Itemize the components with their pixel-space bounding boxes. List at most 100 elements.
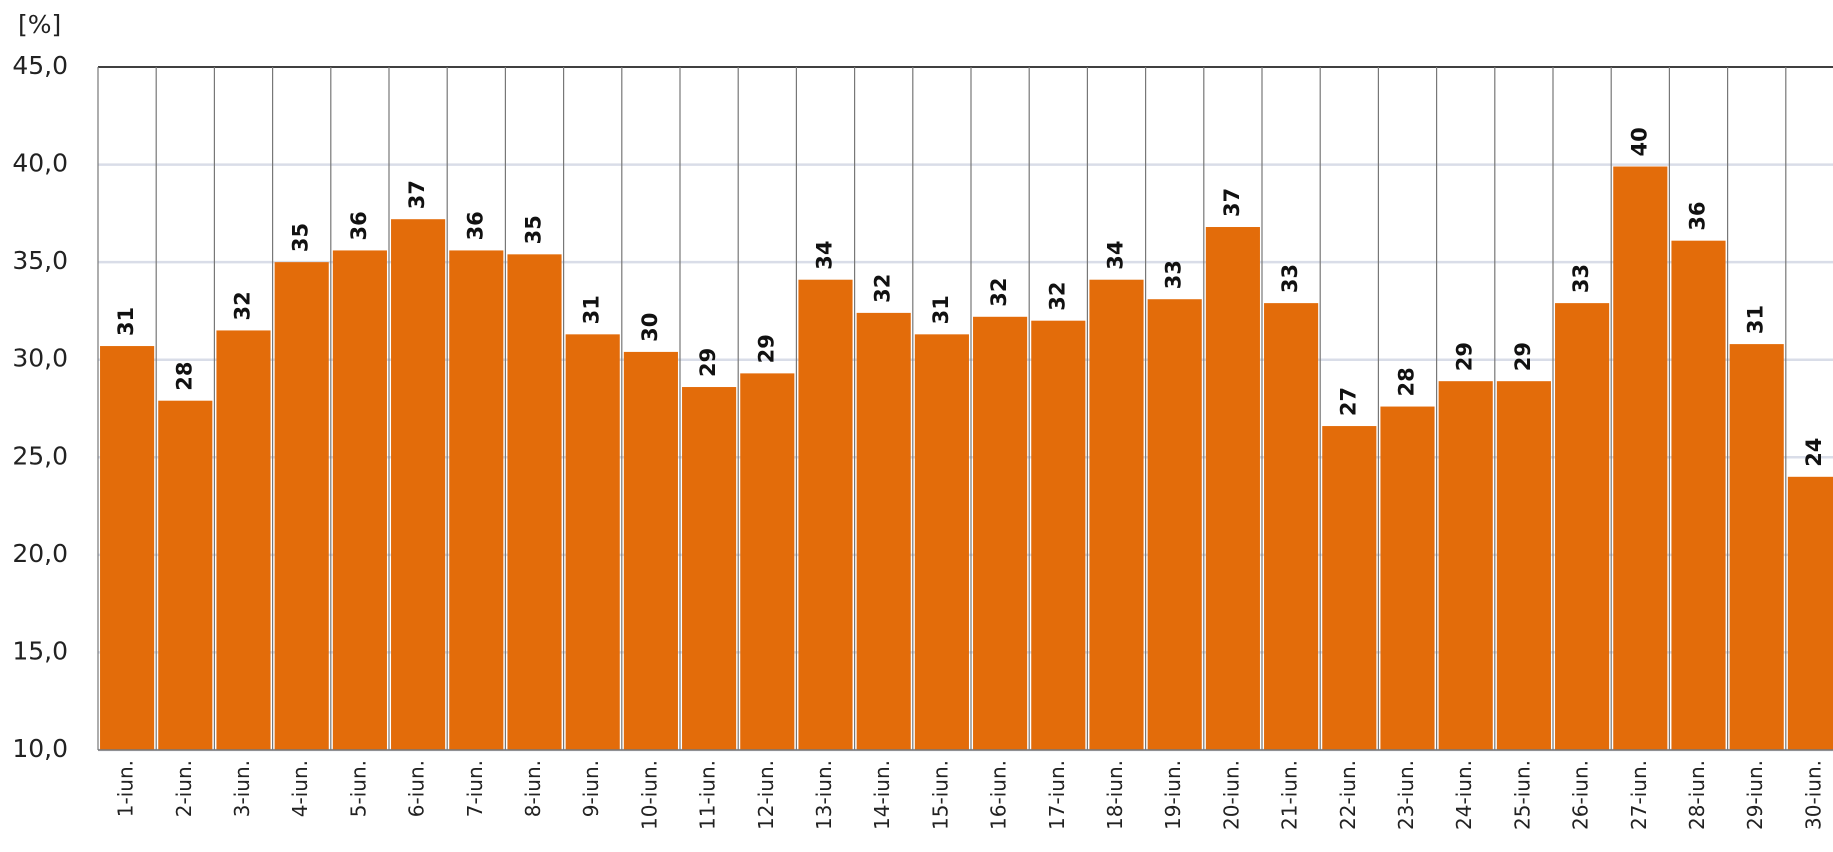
x-tick-label: 23-iun.: [1394, 760, 1418, 830]
value-label: 40: [1627, 127, 1651, 156]
x-tick-label: 5-iun.: [346, 760, 370, 817]
x-tick-label: 25-iun.: [1510, 760, 1534, 830]
y-tick-label: 40,0: [12, 149, 68, 178]
x-tick-label: 28-iun.: [1685, 760, 1709, 830]
value-label: 32: [871, 274, 895, 303]
x-tick-label: 1-iun.: [114, 760, 138, 817]
value-label: 34: [1104, 240, 1128, 269]
bar: [1322, 426, 1377, 750]
value-label: 33: [1162, 260, 1186, 289]
y-axis-label: [%]: [18, 10, 61, 39]
bar: [332, 250, 387, 751]
value-label: 29: [754, 334, 778, 363]
x-tick-label: 30-iun.: [1801, 760, 1825, 830]
bar: [1613, 166, 1668, 751]
x-tick-label: 14-iun.: [870, 760, 894, 830]
bar: [1264, 303, 1319, 750]
bar: [158, 400, 213, 750]
value-label: 32: [231, 291, 255, 320]
x-tick-label: 22-iun.: [1336, 760, 1360, 830]
bar: [973, 316, 1028, 750]
value-label: 31: [580, 295, 604, 324]
bar: [740, 373, 795, 750]
x-tick-label: 29-iun.: [1743, 760, 1767, 830]
x-tick-label: 18-iun.: [1103, 760, 1127, 830]
x-tick-label: 6-iun.: [405, 760, 429, 817]
value-label: 31: [1744, 305, 1768, 334]
value-label: 36: [1686, 201, 1710, 230]
value-label: 32: [987, 278, 1011, 307]
value-label: 31: [929, 295, 953, 324]
y-tick-label: 20,0: [12, 539, 68, 568]
value-label: 34: [813, 240, 837, 269]
x-tick-label: 21-iun.: [1278, 760, 1302, 830]
bar: [274, 262, 329, 750]
x-tick-label: 16-iun.: [987, 760, 1011, 830]
bar: [565, 334, 620, 750]
bar: [507, 254, 562, 750]
x-tick-label: 13-iun.: [812, 760, 836, 830]
y-tick-label: 35,0: [12, 246, 68, 275]
bar: [1555, 303, 1610, 750]
value-label: 33: [1569, 264, 1593, 293]
bar: [914, 334, 969, 750]
y-tick-label: 25,0: [12, 441, 68, 470]
bar: [1496, 381, 1551, 750]
x-tick-label: 4-iun.: [288, 760, 312, 817]
value-label: 31: [114, 307, 138, 336]
x-tick-label: 12-iun.: [754, 760, 778, 830]
bar: [623, 351, 678, 750]
x-tick-label: 7-iun.: [463, 760, 487, 817]
value-label: 36: [347, 211, 371, 240]
x-tick-label: 11-iun.: [696, 760, 720, 830]
value-label: 36: [463, 211, 487, 240]
value-label: 28: [1395, 367, 1419, 396]
value-label: 35: [289, 223, 313, 252]
x-tick-label: 8-iun.: [521, 760, 545, 817]
bar: [798, 279, 853, 750]
value-label: 29: [696, 348, 720, 377]
x-tick-label: 27-iun.: [1627, 760, 1651, 830]
value-label: 28: [172, 361, 196, 390]
value-label: 35: [522, 215, 546, 244]
value-label: 29: [1511, 342, 1535, 371]
x-tick-label: 15-iun.: [928, 760, 952, 830]
bar: [391, 219, 446, 750]
bar: [1380, 406, 1435, 750]
x-tick-label: 24-iun.: [1452, 760, 1476, 830]
value-label: 30: [638, 313, 662, 342]
y-tick-label: 30,0: [12, 344, 68, 373]
bar: [216, 330, 271, 750]
bar: [1787, 476, 1833, 750]
bar: [1729, 344, 1784, 750]
bar: [1205, 227, 1260, 750]
bar: [1671, 240, 1726, 751]
bar: [1438, 381, 1493, 750]
bar: [682, 387, 737, 750]
x-tick-label: 10-iun.: [637, 760, 661, 830]
x-tick-label: 19-iun.: [1161, 760, 1185, 830]
x-tick-label: 2-iun.: [172, 760, 196, 817]
y-tick-label: 45,0: [12, 51, 68, 80]
bar: [100, 346, 155, 750]
value-label: 37: [1220, 188, 1244, 217]
bar: [449, 250, 504, 751]
y-tick-label: 10,0: [12, 734, 68, 763]
y-tick-label: 15,0: [12, 636, 68, 665]
value-label: 24: [1802, 438, 1826, 467]
x-tick-label: 9-iun.: [579, 760, 603, 817]
value-label: 27: [1336, 387, 1360, 416]
value-label: 29: [1453, 342, 1477, 371]
value-label: 32: [1045, 281, 1069, 310]
x-tick-label: 17-iun.: [1045, 760, 1069, 830]
bar: [1089, 279, 1144, 750]
x-tick-label: 26-iun.: [1569, 760, 1593, 830]
bar: [1031, 320, 1086, 750]
bar: [856, 312, 911, 750]
value-label: 33: [1278, 264, 1302, 293]
x-tick-label: 20-iun.: [1219, 760, 1243, 830]
x-tick-label: 3-iun.: [230, 760, 254, 817]
value-label: 37: [405, 180, 429, 209]
bar: [1147, 299, 1202, 750]
